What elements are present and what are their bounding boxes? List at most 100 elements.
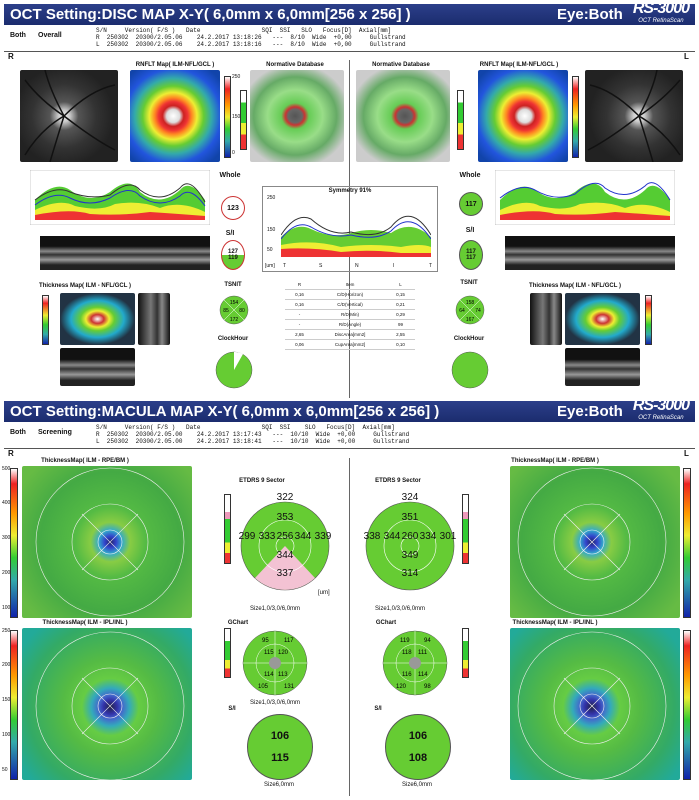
gchart-left: 95 117 115 120 114 113 105 131 xyxy=(242,630,308,696)
svg-text:113: 113 xyxy=(278,672,288,678)
macula-l-label: L xyxy=(684,449,689,458)
divider xyxy=(4,51,695,52)
etdrs-r-size: Size1,0/3,0/6,0mm xyxy=(375,606,426,612)
fundus-vessels-left xyxy=(24,70,116,162)
thick-map-left-title: Thickness Map( ILM - NFL/GCL ) xyxy=(39,283,131,289)
whole-right-value: 117 xyxy=(459,192,483,216)
gchart-pct-scale-left xyxy=(224,628,231,678)
svg-text:118: 118 xyxy=(402,650,412,656)
sym-axis-t1: T xyxy=(283,263,287,269)
bscan-right xyxy=(505,236,675,270)
mac-si-right-label: S/I xyxy=(374,706,382,712)
ipl-grid-left xyxy=(35,631,185,780)
macula-info: Both Screening S/N Version( F/S ) Date S… xyxy=(4,424,695,446)
disc-parameter-table: R Item L 0,16 C/D(Horizon) 0,15 0,16 C/D(Vert… xyxy=(285,280,415,350)
whole-left-label: Whole xyxy=(219,172,241,179)
etdrs-grid-right xyxy=(517,467,667,617)
svg-text:120: 120 xyxy=(278,650,289,656)
thick-bscan-v-right xyxy=(530,293,562,345)
disc-overall-label: Overall xyxy=(38,32,62,39)
rs3000-logo-2: RS-3000 OCT RetinaScan xyxy=(632,396,690,421)
sym-axis-i: I xyxy=(393,263,395,269)
thick-bscan-h-left xyxy=(60,348,135,386)
etdrs-l-size: Size1,0/3,0/6,0mm xyxy=(250,606,301,612)
etdrs-l-c: 256 xyxy=(276,531,294,542)
tm-rpe-right-title: ThicknessMap( ILM - RPE/BM ) xyxy=(511,458,599,464)
scale-250: 250 xyxy=(232,74,241,80)
svg-text:114: 114 xyxy=(264,672,274,678)
svg-text:94: 94 xyxy=(424,638,431,644)
norm-right-title: Normative Database xyxy=(372,62,430,68)
sym-axis-s: S xyxy=(319,263,323,269)
table-row: - R/D(Min) 0,29 xyxy=(285,309,415,320)
etdrs-r-t: 344 xyxy=(383,531,401,542)
pct-scale-left xyxy=(240,90,247,150)
gchart-right-title: GChart xyxy=(375,620,397,626)
thick-map-left xyxy=(60,293,135,345)
tsnit-r-s: 158 xyxy=(466,300,475,306)
ipl-scale-left xyxy=(10,630,18,780)
ipl-tick-100: 100 xyxy=(2,732,11,738)
table-row: 0,06 CupArea[mm2] 0,10 xyxy=(285,339,415,350)
tsnit-right-label: TSNIT xyxy=(460,280,478,286)
tm-rpe-left-map xyxy=(22,466,192,618)
rpe-tick-300: 300 xyxy=(2,535,11,541)
macula-header: OCT Setting:MACULA MAP X-Y( 6,0mm x 6,0m… xyxy=(4,396,695,422)
etdrs-grid-left xyxy=(35,467,185,617)
etdrs-l-n: 344 xyxy=(294,531,312,542)
table-row: - R/D(Angle) 99 xyxy=(285,319,415,330)
disc-eye-label: Eye:Both xyxy=(557,6,623,23)
disc-info-r: R 250302 20300/2.05.06 24.2.2017 13:18:2… xyxy=(96,34,406,41)
tm-ipl-right-title: ThicknessMap( ILM - IPL/INL ) xyxy=(512,620,598,626)
etdrs-r-tout: 338 xyxy=(363,531,381,542)
pct-scale-right xyxy=(457,90,464,150)
macula-info-r: R 250302 20300/2.05.00 24.2.2017 13:17:4… xyxy=(96,431,410,438)
gchart-l-size: Size1,0/3,0/6,0mm xyxy=(250,700,301,706)
svg-text:105: 105 xyxy=(258,684,269,690)
rpe-scale-right xyxy=(683,468,691,618)
tsnit-l-s: 154 xyxy=(230,300,239,306)
sym-unit: [um] xyxy=(265,263,275,269)
symmetry-plot xyxy=(281,215,431,257)
mac-si-right: 106 108 xyxy=(385,714,451,780)
etdrs-chart-left xyxy=(240,501,330,591)
tsnit-profile-left xyxy=(30,170,210,225)
rpe-scale-left xyxy=(10,468,18,618)
sym-tick-50: 50 xyxy=(267,247,273,253)
tsnit-r-t: 64 xyxy=(459,308,465,314)
divider-2 xyxy=(4,448,695,449)
etdrs-r-s: 351 xyxy=(401,512,419,523)
sym-axis-n: N xyxy=(355,263,359,269)
fundus-image-left xyxy=(20,70,118,162)
etdrs-l-t: 333 xyxy=(258,531,276,542)
etdrs-right-title: ETDRS 9 Sector xyxy=(375,478,421,484)
macula-info-header: S/N Version( F/S ) Date SQI SSI SLO Focu… xyxy=(96,424,395,431)
table-header-row: R Item L xyxy=(285,280,415,290)
mac-si-left: 106 115 xyxy=(247,714,313,780)
etdrs-l-nout: 339 xyxy=(314,531,332,542)
etdrs-l-tout: 299 xyxy=(238,531,256,542)
mac-si-size-left: Size6,0mm xyxy=(264,782,295,788)
ipl-tick-200: 200 xyxy=(2,662,11,668)
etdrs-left-title: ETDRS 9 Sector xyxy=(239,478,285,484)
normative-map-left xyxy=(250,70,344,162)
scale-0: 0 xyxy=(232,150,235,156)
gchart-pct-scale-right xyxy=(462,628,469,678)
tm-rpe-left-title: ThicknessMap( ILM - RPE/BM ) xyxy=(41,458,129,464)
disc-info-header: S/N Version( F/S ) Date SQI SSI SLO Focu… xyxy=(96,27,392,34)
sym-axis-t2: T xyxy=(429,263,433,269)
ipl-tick-50: 50 xyxy=(2,767,8,773)
etdrs-r-bottom: 314 xyxy=(401,568,419,579)
rpe-tick-100: 100 xyxy=(2,605,11,611)
si-right-value: 117 117 xyxy=(459,240,483,270)
norm-left-title: Normative Database xyxy=(266,62,324,68)
disc-r-label: R xyxy=(8,52,14,61)
scale-150: 150 xyxy=(232,114,241,120)
table-row: 0,16 C/D(Horizon) 0,15 xyxy=(285,289,415,300)
etdrs-pct-scale-right xyxy=(462,494,469,564)
fundus-image-right xyxy=(585,70,683,162)
thickness-scale-right xyxy=(572,76,579,158)
thick-map-right-title: Thickness Map( ILM - NFL/GCL ) xyxy=(529,283,621,289)
tsnit-quadrant-right: 158 64 74 167 xyxy=(455,295,485,325)
si-left-label: S/I xyxy=(225,230,235,237)
